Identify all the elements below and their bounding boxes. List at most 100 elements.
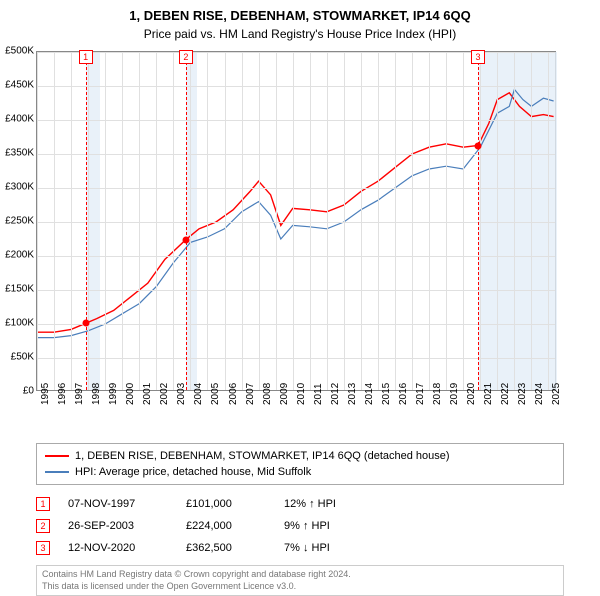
legend-swatch [45, 471, 69, 473]
y-axis-label: £250K [0, 216, 34, 227]
x-axis-label: 2023 [517, 383, 528, 405]
gridline-vertical [293, 52, 294, 390]
gridline-vertical [463, 52, 464, 390]
gridline-vertical [310, 52, 311, 390]
gridline-vertical [531, 52, 532, 390]
gridline-vertical [548, 52, 549, 390]
event-dot [82, 320, 89, 327]
event-vline [86, 52, 87, 390]
x-axis-label: 2009 [279, 383, 290, 405]
gridline-vertical [71, 52, 72, 390]
y-axis-label: £50K [0, 352, 34, 363]
gridline-vertical [105, 52, 106, 390]
gridline-vertical [446, 52, 447, 390]
gridline-vertical [122, 52, 123, 390]
gridline-vertical [54, 52, 55, 390]
gridline-vertical [429, 52, 430, 390]
event-row: 3 12-NOV-2020 £362,500 7% ↓ HPI [36, 537, 564, 559]
legend-label: 1, DEBEN RISE, DEBENHAM, STOWMARKET, IP1… [75, 450, 450, 462]
gridline-vertical [173, 52, 174, 390]
gridline-vertical [276, 52, 277, 390]
legend-row: HPI: Average price, detached house, Mid … [45, 464, 555, 480]
gridline-vertical [139, 52, 140, 390]
x-axis-label: 2021 [483, 383, 494, 405]
event-dot [182, 236, 189, 243]
event-price: £101,000 [186, 498, 266, 510]
event-marker: 3 [36, 541, 50, 555]
legend-label: HPI: Average price, detached house, Mid … [75, 466, 311, 478]
legend-row: 1, DEBEN RISE, DEBENHAM, STOWMARKET, IP1… [45, 448, 555, 464]
gridline-vertical [327, 52, 328, 390]
y-axis-label: £450K [0, 80, 34, 91]
event-delta: 12% ↑ HPI [284, 498, 374, 510]
x-axis-label: 1999 [108, 383, 119, 405]
gridline-vertical [259, 52, 260, 390]
gridline-vertical [480, 52, 481, 390]
event-date: 26-SEP-2003 [68, 520, 168, 532]
y-axis-label: £300K [0, 182, 34, 193]
event-price: £224,000 [186, 520, 266, 532]
footer-line-2: This data is licensed under the Open Gov… [42, 581, 558, 593]
event-marker-box: 2 [179, 50, 193, 64]
x-axis-label: 2018 [432, 383, 443, 405]
series-hpi [37, 89, 554, 337]
gridline-vertical [225, 52, 226, 390]
x-axis-label: 2016 [398, 383, 409, 405]
gridline-vertical [361, 52, 362, 390]
x-axis-label: 2012 [330, 383, 341, 405]
x-axis-label: 2014 [364, 383, 375, 405]
event-delta: 9% ↑ HPI [284, 520, 374, 532]
gridline-vertical [207, 52, 208, 390]
event-date: 12-NOV-2020 [68, 542, 168, 554]
x-axis-label: 2013 [347, 383, 358, 405]
legend: 1, DEBEN RISE, DEBENHAM, STOWMARKET, IP1… [36, 443, 564, 485]
event-marker: 2 [36, 519, 50, 533]
x-axis-label: 2008 [262, 383, 273, 405]
event-marker: 1 [36, 497, 50, 511]
event-price: £362,500 [186, 542, 266, 554]
chart-subtitle: Price paid vs. HM Land Registry's House … [0, 23, 600, 47]
chart-title: 1, DEBEN RISE, DEBENHAM, STOWMARKET, IP1… [0, 0, 600, 23]
event-row: 2 26-SEP-2003 £224,000 9% ↑ HPI [36, 515, 564, 537]
gridline-vertical [156, 52, 157, 390]
attribution-footer: Contains HM Land Registry data © Crown c… [36, 565, 564, 596]
gridline-vertical [378, 52, 379, 390]
y-axis-label: £350K [0, 148, 34, 159]
x-axis-label: 2000 [125, 383, 136, 405]
gridline-vertical [412, 52, 413, 390]
x-axis-label: 1998 [91, 383, 102, 405]
events-table: 1 07-NOV-1997 £101,000 12% ↑ HPI 2 26-SEP-200… [36, 493, 564, 559]
plot-region: 1995199619971998199920002001200220032004… [36, 51, 556, 391]
x-axis-label: 2020 [466, 383, 477, 405]
x-axis-label: 2007 [245, 383, 256, 405]
legend-swatch [45, 455, 69, 457]
x-axis-label: 1995 [40, 383, 51, 405]
series-property [37, 93, 554, 332]
footer-line-1: Contains HM Land Registry data © Crown c… [42, 569, 558, 581]
x-axis-label: 2002 [159, 383, 170, 405]
y-axis-label: £100K [0, 318, 34, 329]
x-axis-label: 1997 [74, 383, 85, 405]
gridline-vertical [242, 52, 243, 390]
event-delta: 7% ↓ HPI [284, 542, 374, 554]
x-axis-label: 2015 [381, 383, 392, 405]
x-axis-label: 2005 [210, 383, 221, 405]
page-container: 1, DEBEN RISE, DEBENHAM, STOWMARKET, IP1… [0, 0, 600, 590]
gridline-vertical [190, 52, 191, 390]
x-axis-label: 2011 [313, 383, 324, 405]
y-axis-label: £200K [0, 250, 34, 261]
gridline-vertical [497, 52, 498, 390]
x-axis-label: 2019 [449, 383, 460, 405]
x-axis-label: 2010 [296, 383, 307, 405]
event-vline [186, 52, 187, 390]
x-axis-label: 2017 [415, 383, 426, 405]
y-axis-label: £400K [0, 114, 34, 125]
x-axis-label: 2024 [534, 383, 545, 405]
event-marker-box: 1 [79, 50, 93, 64]
event-date: 07-NOV-1997 [68, 498, 168, 510]
gridline-vertical [88, 52, 89, 390]
x-axis-label: 2022 [500, 383, 511, 405]
event-dot [475, 142, 482, 149]
x-axis-label: 1996 [57, 383, 68, 405]
event-vline [478, 52, 479, 390]
